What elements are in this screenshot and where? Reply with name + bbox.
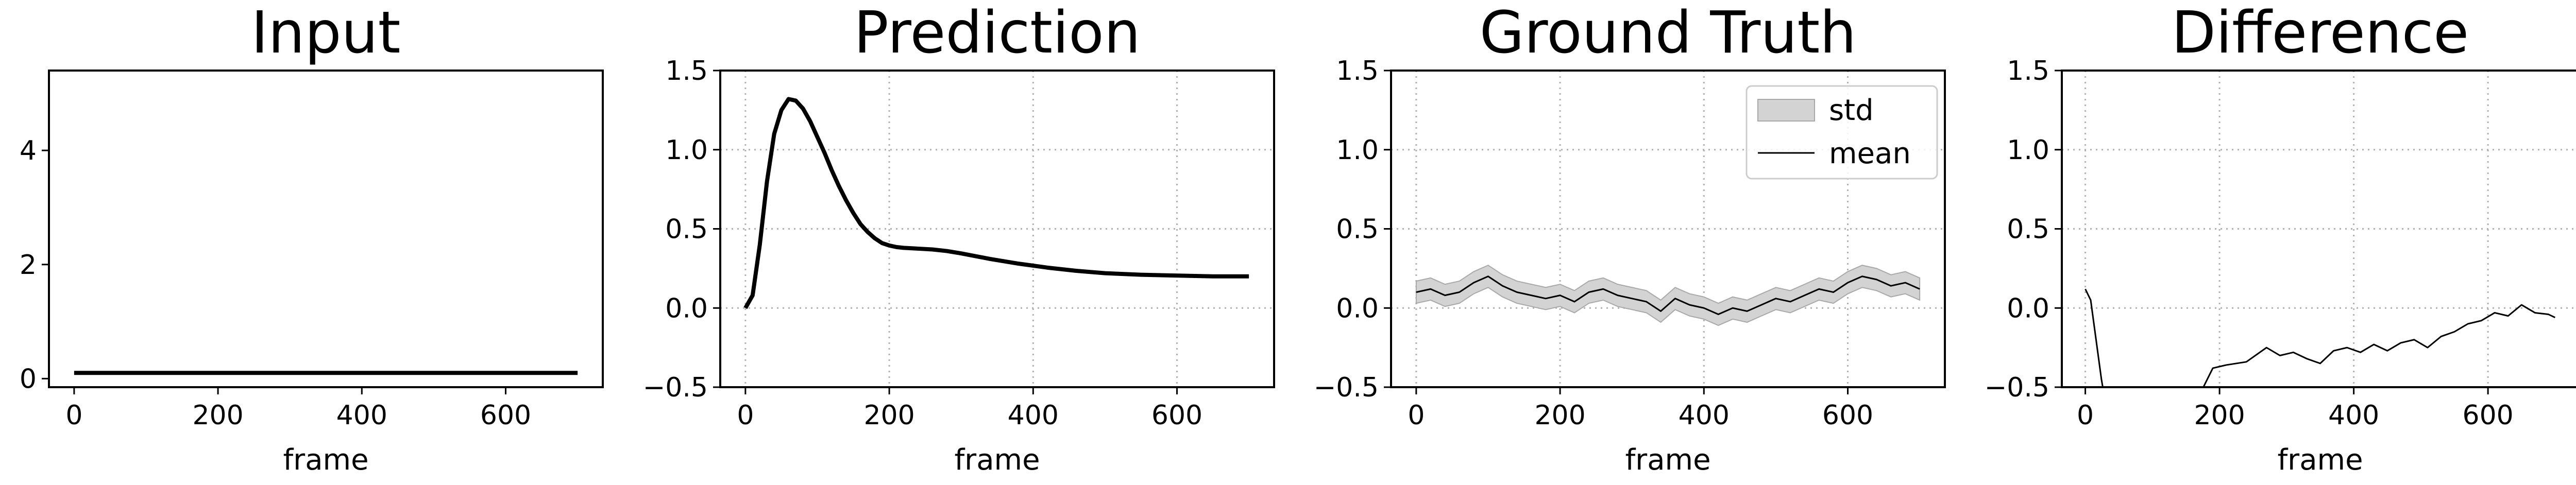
x-axis-label: frame [283,443,368,477]
y-tick-label: 1.5 [2007,56,2049,86]
mean-line [1416,275,1920,316]
x-tick-label: 200 [192,400,243,431]
y-tick-label: 0.0 [665,293,708,324]
y-tick-label: 1.5 [665,56,708,86]
plot-area [1415,265,1921,326]
legend-mean-label: mean [1829,137,1911,170]
y-tick-label: 0.5 [2007,214,2049,245]
data-line [2084,288,2556,387]
y-tick-label: 1.0 [2007,135,2049,166]
x-tick-label: 200 [1534,400,1585,431]
x-axis-label: frame [1625,443,1710,477]
legend-std-label: std [1829,94,1874,127]
panel-title: Difference [2172,0,2469,66]
y-tick-label: −0.5 [1985,372,2049,403]
y-tick-label: 1.0 [665,135,708,166]
data-line [743,97,1249,309]
x-axis-label: frame [954,443,1040,477]
y-tick-label: 0 [20,363,37,394]
panel-4: 0 200 400 600 −0.5 0.0 0.5 1.0 1.5 Difference fram… [1985,0,2576,477]
x-tick-label: 600 [480,400,531,431]
x-tick-label: 400 [1679,400,1730,431]
x-tick-label: 400 [336,400,387,431]
x-tick-label: 600 [1822,400,1873,431]
y-tick-label: 0.5 [665,214,708,245]
y-tick-label: 0.0 [1336,293,1379,324]
x-tick-label: 0 [2077,400,2094,431]
x-tick-label: 0 [737,400,754,431]
x-tick-label: 600 [2463,400,2514,431]
x-tick-label: 200 [863,400,914,431]
y-tick-label: 0.0 [2007,293,2049,324]
x-axis-label: frame [2277,443,2363,477]
panel-title: Input [251,0,400,66]
x-tick-label: 600 [1151,400,1202,431]
plot-area [743,97,1249,309]
y-tick-label: 2 [20,250,37,281]
panel-title: Prediction [854,0,1140,66]
panel-3: 0 200 400 600 −0.5 0.0 0.5 1.0 1.5 Ground Truth fr… [1314,0,1946,477]
axes-frame [48,70,604,388]
legend-std-swatch [1757,99,1815,122]
legend: std mean [1745,85,1938,180]
y-tick-label: 1.5 [1336,56,1379,86]
panel-title: Ground Truth [1480,0,1856,66]
std-band [1415,265,1921,326]
panel-1: 0 200 400 600 0 2 4 Input frame [20,0,604,477]
y-tick-label: 1.0 [1336,135,1379,166]
x-tick-label: 400 [2328,400,2379,431]
y-tick-label: −0.5 [643,372,708,403]
panel-2: 0 200 400 600 −0.5 0.0 0.5 1.0 1.5 Prediction fram… [643,0,1275,477]
plot-area [2084,288,2556,387]
y-tick-label: −0.5 [1314,372,1379,403]
x-tick-label: 0 [65,400,82,431]
x-tick-label: 0 [1408,400,1425,431]
y-tick-label: 0.5 [1336,214,1379,245]
x-tick-label: 400 [1008,400,1059,431]
x-tick-label: 200 [2194,400,2245,431]
y-tick-label: 4 [20,135,37,166]
